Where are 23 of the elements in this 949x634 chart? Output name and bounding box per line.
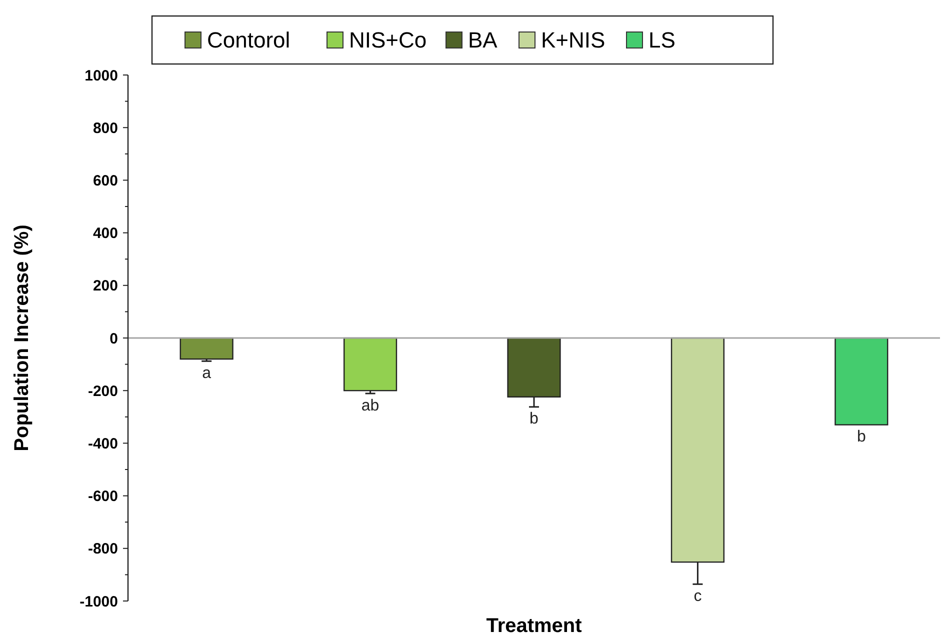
annotation: ab <box>361 397 380 414</box>
legend-label: BA <box>468 28 498 53</box>
x-axis-title: Treatment <box>486 615 582 634</box>
y-tick-label: -200 <box>88 382 118 400</box>
legend-label: NIS+Co <box>349 28 427 53</box>
y-tick-label: 200 <box>92 278 118 295</box>
y-tick-label: 800 <box>92 120 118 137</box>
y-tick-label: 1000 <box>84 67 118 84</box>
legend-label: K+NIS <box>541 28 606 53</box>
legend-label: Contorol <box>207 28 290 53</box>
y-tick-label: 400 <box>92 225 118 242</box>
annotation: b <box>856 428 866 446</box>
legend-label: LS <box>648 28 676 53</box>
y-tick-label: 600 <box>92 172 118 190</box>
y-tick-label: -1000 <box>80 593 118 610</box>
y-tick-label: -800 <box>88 540 118 558</box>
y-axis-title: Population Increase (%) <box>11 224 33 452</box>
annotation: a <box>202 364 212 382</box>
y-tick-label: -600 <box>88 488 118 506</box>
y-tick-label: -400 <box>88 435 118 452</box>
y-tick-label: 0 <box>110 330 118 348</box>
annotation: c <box>694 588 702 605</box>
annotation: b <box>530 410 539 428</box>
